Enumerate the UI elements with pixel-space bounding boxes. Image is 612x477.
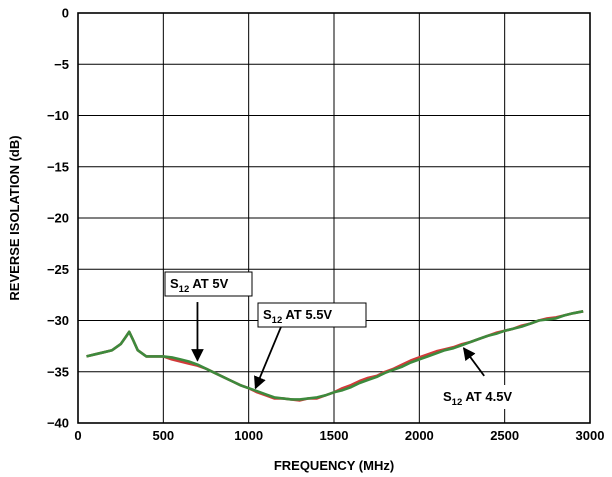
annotation-label: S12 AT 4.5V [438, 347, 549, 409]
x-axis-label: FREQUENCY (MHz) [274, 458, 394, 473]
x-tick-label: 1500 [320, 428, 349, 443]
y-tick-label: −25 [47, 262, 69, 277]
series-line-green [86, 310, 584, 401]
tick-labels: 0 500 1000 1500 2000 2500 3000 0 −5 −10 −15 −20 −25 −… [47, 6, 605, 444]
annotation-arrow [254, 322, 284, 390]
y-tick-label: −35 [47, 364, 69, 379]
y-tick-label: −20 [47, 211, 69, 226]
series-lines [86, 310, 584, 402]
y-axis-label: REVERSE ISOLATION (dB) [7, 135, 22, 300]
annotation-arrow [462, 347, 485, 377]
annotation-label: S12 AT 5V [164, 271, 253, 362]
x-tick-label: 3000 [576, 428, 605, 443]
annotation-text: S12 AT 4.5V [443, 389, 512, 408]
y-tick-label: −10 [47, 108, 69, 123]
y-tick-label: −5 [54, 57, 69, 72]
x-tick-label: 2500 [490, 428, 519, 443]
annotation-label: S12 AT 5.5V [254, 302, 367, 390]
plot-frame [77, 12, 591, 424]
x-tick-label: 1000 [234, 428, 263, 443]
x-tick-label: 2000 [405, 428, 434, 443]
annotation-text: S12 AT 5.5V [263, 307, 332, 326]
y-tick-label: −15 [47, 159, 69, 174]
annotation-text: S12 AT 5V [170, 276, 229, 295]
x-tick-label: 500 [152, 428, 174, 443]
x-tick-label: 0 [74, 428, 81, 443]
y-tick-label: 0 [62, 6, 69, 21]
grid [78, 13, 590, 423]
y-tick-label: −30 [47, 313, 69, 328]
annotation-box [164, 271, 253, 297]
y-tick-label: −40 [47, 416, 69, 431]
annotations: S12 AT 5V S12 AT 5.5V S12 AT 4.5V [164, 271, 549, 409]
annotation-box [257, 302, 367, 328]
annotation-box [438, 385, 549, 409]
